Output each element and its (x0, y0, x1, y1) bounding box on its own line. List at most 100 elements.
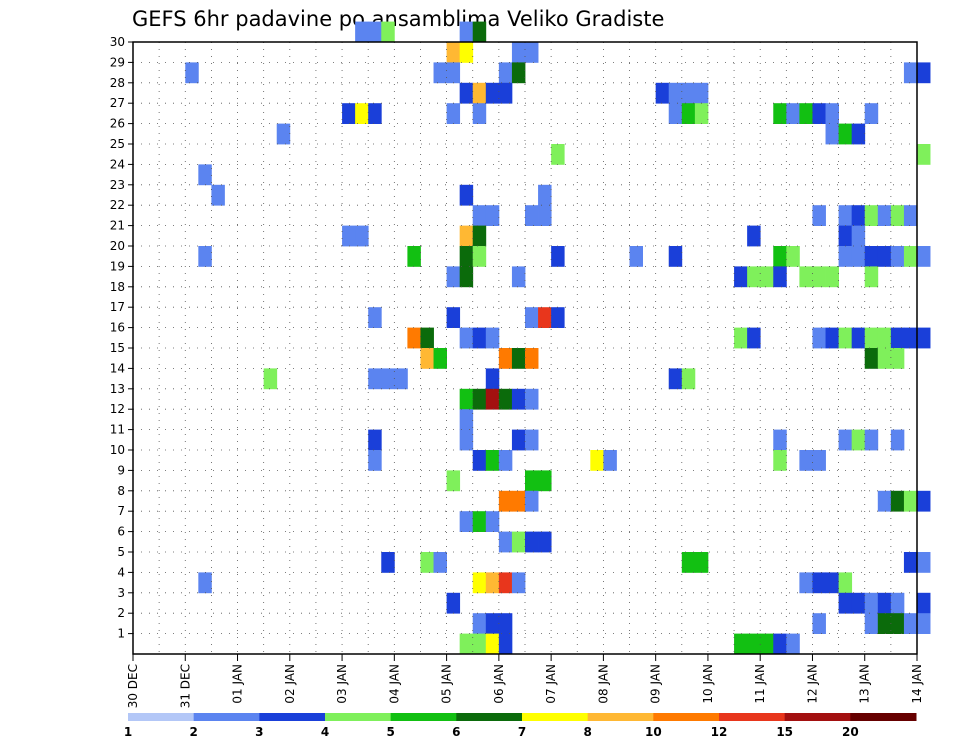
heatmap-cell (786, 246, 800, 267)
heatmap-cell (485, 327, 500, 349)
y-tick-label: 6 (117, 525, 125, 539)
y-tick-label: 15 (110, 341, 125, 355)
heatmap-cell (485, 82, 500, 104)
y-tick-label: 12 (110, 402, 125, 416)
heatmap-cell (812, 266, 826, 288)
heatmap-cell (877, 327, 892, 349)
heatmap-cell (485, 613, 500, 634)
heatmap-cell (838, 246, 853, 267)
y-tick-label: 3 (117, 586, 125, 600)
heatmap-cell (734, 266, 748, 288)
heatmap-cell (917, 613, 931, 634)
heatmap-cell (903, 246, 918, 267)
colorbar-label: 12 (711, 725, 728, 739)
heatmap-cell (760, 266, 774, 288)
colorbar-swatch (653, 713, 720, 721)
heatmap-cell (773, 450, 787, 471)
x-tick-label: 12 JAN (805, 664, 819, 704)
heatmap-cell (485, 450, 500, 471)
heatmap-cell (511, 42, 526, 63)
heatmap-cell (538, 470, 552, 492)
heatmap-cell (681, 552, 696, 573)
y-tick-label: 2 (117, 606, 125, 620)
heatmap-cell (368, 21, 382, 43)
colorbar-label: 2 (189, 725, 197, 739)
heatmap-cell (551, 307, 565, 328)
heatmap-cell (838, 592, 853, 614)
heatmap-cell (603, 450, 617, 471)
heatmap-cell (459, 633, 474, 655)
heatmap-cell (211, 184, 225, 206)
heatmap-cell (459, 388, 474, 410)
heatmap-cell (668, 103, 683, 124)
heatmap-cell (498, 348, 513, 369)
heatmap-cell (381, 368, 395, 390)
heatmap-cell (668, 368, 683, 390)
heatmap-cell (694, 103, 709, 124)
y-tick-label: 27 (110, 96, 125, 110)
x-tick-label: 06 JAN (492, 664, 506, 704)
heatmap-cell (917, 62, 931, 84)
heatmap-cell (459, 327, 474, 349)
colorbar-label: 3 (255, 725, 263, 739)
colorbar-swatch (128, 713, 195, 721)
heatmap-cell (459, 429, 474, 451)
heatmap-cell (825, 572, 839, 594)
heatmap-cell (446, 470, 461, 492)
heatmap-cell (472, 511, 487, 532)
heatmap-cell (838, 225, 853, 247)
heatmap-cell (420, 327, 434, 349)
heatmap-cell (747, 266, 761, 288)
heatmap-cell (538, 307, 552, 328)
heatmap-cell (407, 327, 421, 349)
heatmap-cell (485, 633, 500, 655)
y-tick-label: 30 (110, 35, 125, 49)
heatmap-cell (355, 103, 369, 124)
y-tick-label: 20 (110, 239, 125, 253)
heatmap-cell (498, 572, 513, 594)
colorbar-swatch (850, 713, 917, 721)
x-axis-ticks: 30 DEC 31 DEC 01 JAN 02 JAN 03 JAN 04 JAN 05 J… (126, 654, 924, 708)
x-tick-label: 04 JAN (387, 664, 401, 704)
heatmap-cell (851, 429, 866, 451)
heatmap-cell (498, 62, 513, 84)
heatmap-cell (459, 42, 474, 63)
y-tick-label: 14 (110, 361, 125, 375)
heatmap-cell (917, 246, 931, 267)
heatmap-cell (890, 246, 905, 267)
heatmap-cell (838, 123, 853, 145)
heatmap-cell (525, 531, 539, 553)
heatmap-cell (903, 205, 918, 226)
heatmap-cell (511, 266, 526, 288)
y-tick-label: 11 (110, 423, 125, 437)
y-tick-label: 5 (117, 545, 125, 559)
colorbar-label: 20 (842, 725, 859, 739)
colorbar-swatch (390, 713, 457, 721)
heatmap-cell (355, 21, 369, 43)
heatmap-cell (498, 613, 513, 634)
heatmap-cell (890, 429, 905, 451)
heatmap-cell (368, 429, 382, 451)
x-tick-label: 07 JAN (544, 664, 558, 704)
heatmap-cell (472, 246, 487, 267)
heatmap-cell (498, 633, 513, 655)
heatmap-cell (890, 205, 905, 226)
heatmap-cell (368, 368, 382, 390)
heatmap-cell (472, 572, 487, 594)
heatmap-cell (198, 246, 212, 267)
heatmap-cell (511, 531, 526, 553)
heatmap-cell (681, 82, 696, 104)
colorbar-swatch (259, 713, 326, 721)
heatmap-cell (799, 572, 813, 594)
heatmap-cell (185, 62, 199, 84)
heatmap-cell (472, 21, 487, 43)
y-tick-label: 25 (110, 137, 125, 151)
heatmap-cell (864, 327, 879, 349)
heatmap-cell (825, 123, 839, 145)
heatmap-cell (511, 490, 526, 512)
heatmap-cell (825, 327, 839, 349)
heatmap-cell (472, 450, 487, 471)
heatmap-cell (812, 103, 826, 124)
y-tick-label: 19 (110, 259, 125, 273)
heatmap-cell (773, 429, 787, 451)
